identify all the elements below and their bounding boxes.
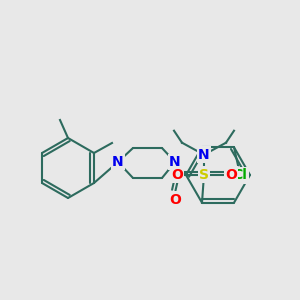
Text: S: S [199,168,209,182]
Text: O: O [169,193,181,206]
Text: N: N [169,155,181,169]
Text: N: N [112,155,124,169]
Text: Cl: Cl [232,168,247,182]
Text: N: N [198,148,210,162]
Text: O: O [225,168,237,182]
Text: O: O [171,168,183,182]
